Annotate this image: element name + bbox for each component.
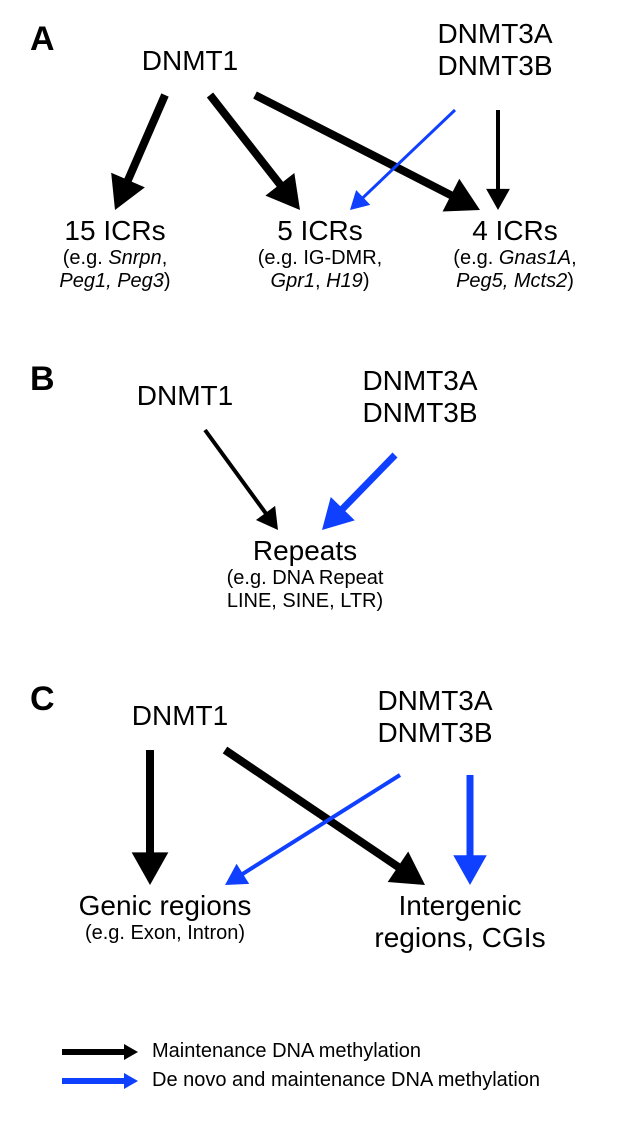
node-sublabel: LINE, SINE, LTR) — [190, 590, 420, 613]
node-c-genic: Genic regions (e.g. Exon, Intron) — [40, 890, 290, 945]
legend-text: De novo and maintenance DNA methylation — [152, 1069, 540, 1092]
node-label: DNMT3B — [405, 50, 585, 82]
legend-text: Maintenance DNA methylation — [152, 1040, 421, 1063]
node-label: Intergenic — [345, 890, 575, 922]
panel-label-a: A — [30, 20, 55, 59]
node-label: 15 ICRs — [20, 215, 210, 247]
node-sublabel: (e.g. DNA Repeat — [190, 567, 420, 590]
node-b-dnmt1: DNMT1 — [95, 380, 275, 412]
legend-arrow-icon — [60, 1042, 140, 1062]
node-a-icr15: 15 ICRs (e.g. Snrpn, Peg1, Peg3) — [20, 215, 210, 293]
node-b-repeats: Repeats (e.g. DNA Repeat LINE, SINE, LTR… — [190, 535, 420, 613]
node-label: regions, CGIs — [345, 922, 575, 954]
node-a-dnmt3: DNMT3A DNMT3B — [405, 18, 585, 82]
node-label: DNMT3A — [330, 365, 510, 397]
figure-root: A DNMT1 DNMT3A DNMT3B 15 ICRs (e.g. Snrp… — [0, 0, 626, 1140]
node-label: 4 ICRs — [415, 215, 615, 247]
node-sublabel: (e.g. Snrpn, — [20, 247, 210, 270]
node-label: DNMT3A — [405, 18, 585, 50]
node-sublabel: Peg1, Peg3) — [20, 270, 210, 293]
node-label: 5 ICRs — [225, 215, 415, 247]
legend: Maintenance DNA methylation De novo and … — [60, 1040, 540, 1098]
legend-row: De novo and maintenance DNA methylation — [60, 1069, 540, 1092]
node-c-dnmt3: DNMT3A DNMT3B — [345, 685, 525, 749]
node-label: Repeats — [190, 535, 420, 567]
node-a-icr4: 4 ICRs (e.g. Gnas1A, Peg5, Mcts2) — [415, 215, 615, 293]
node-sublabel: (e.g. Gnas1A, — [415, 247, 615, 270]
legend-arrow-icon — [60, 1071, 140, 1091]
legend-row: Maintenance DNA methylation — [60, 1040, 540, 1063]
node-c-intergenic: Intergenic regions, CGIs — [345, 890, 575, 954]
node-sublabel: (e.g. IG-DMR, — [225, 247, 415, 270]
node-sublabel: Gpr1, H19) — [225, 270, 415, 293]
node-label: DNMT3B — [345, 717, 525, 749]
node-label: DNMT1 — [95, 380, 275, 412]
panel-label-b: B — [30, 360, 55, 399]
node-label: DNMT3A — [345, 685, 525, 717]
node-b-dnmt3: DNMT3A DNMT3B — [330, 365, 510, 429]
node-c-dnmt1: DNMT1 — [90, 700, 270, 732]
node-label: DNMT3B — [330, 397, 510, 429]
node-sublabel: (e.g. Exon, Intron) — [40, 922, 290, 945]
node-label: DNMT1 — [100, 45, 280, 77]
panel-label-c: C — [30, 680, 55, 719]
node-label: Genic regions — [40, 890, 290, 922]
node-a-icr5: 5 ICRs (e.g. IG-DMR, Gpr1, H19) — [225, 215, 415, 293]
node-sublabel: Peg5, Mcts2) — [415, 270, 615, 293]
node-a-dnmt1: DNMT1 — [100, 45, 280, 77]
node-label: DNMT1 — [90, 700, 270, 732]
